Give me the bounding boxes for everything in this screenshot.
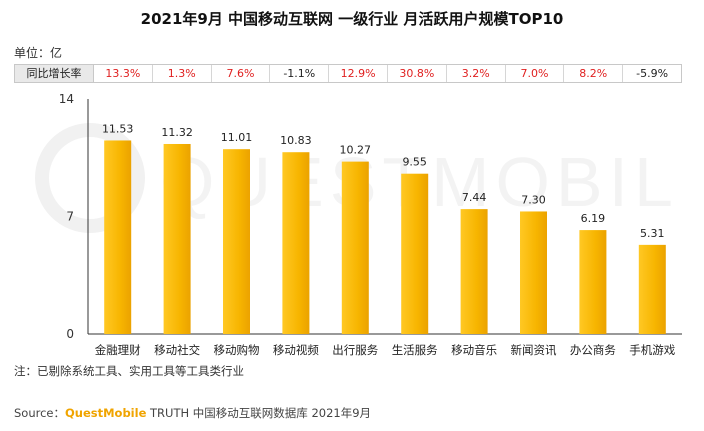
yoy-cell: 1.3%: [153, 65, 212, 82]
bar: [163, 143, 191, 334]
bar: [401, 173, 429, 334]
unit-label: 单位：亿: [14, 46, 63, 60]
x-tick-label: 手机游戏: [629, 343, 675, 357]
yoy-header: 同比增长率: [15, 65, 94, 82]
x-tick-label: 移动社交: [154, 343, 200, 357]
yoy-cell: 12.9%: [329, 65, 388, 82]
bar-value-label: 7.30: [521, 193, 546, 206]
yoy-cell: -1.1%: [270, 65, 330, 82]
bar: [104, 140, 132, 334]
bar-value-label: 11.01: [221, 131, 253, 144]
bar: [223, 149, 250, 334]
bar-value-label: 10.27: [340, 144, 372, 157]
yoy-growth-table: 同比增长率 13.3% 1.3% 7.6% -1.1% 12.9% 30.8% 3.2% 7.…: [14, 64, 682, 83]
yoy-cell: 13.3%: [94, 65, 153, 82]
source-brand: QuestMobile: [65, 406, 147, 420]
x-tick-label: 办公商务: [570, 343, 616, 357]
bar-value-label: 7.44: [462, 191, 487, 204]
bar-value-label: 9.55: [402, 156, 427, 169]
bar: [341, 161, 369, 334]
x-tick-label: 新闻资讯: [511, 343, 557, 357]
bar-value-label: 11.32: [161, 126, 193, 139]
yoy-cell: 7.6%: [212, 65, 271, 82]
y-tick-label: 7: [66, 210, 74, 224]
x-tick-label: 移动音乐: [451, 343, 497, 357]
bar-value-label: 10.83: [280, 134, 312, 147]
yoy-cell: 30.8%: [388, 65, 447, 82]
source-prefix: Source：: [14, 406, 65, 420]
yoy-cell: 7.0%: [506, 65, 565, 82]
yoy-cell: 3.2%: [447, 65, 506, 82]
source-line: Source：QuestMobile TRUTH 中国移动互联网数据库 2021…: [14, 405, 371, 421]
source-rest: TRUTH 中国移动互联网数据库 2021年9月: [146, 406, 372, 420]
bar-value-label: 6.19: [581, 212, 606, 225]
footnote: 注：已剔除系统工具、实用工具等工具类行业: [14, 364, 244, 378]
x-tick-label: 生活服务: [392, 343, 438, 357]
y-tick-label: 0: [66, 327, 74, 341]
bar: [579, 230, 607, 334]
bar-value-label: 5.31: [640, 227, 665, 240]
bar-value-label: 11.53: [102, 122, 134, 135]
y-tick-label: 14: [59, 92, 74, 106]
x-tick-label: 金融理财: [95, 343, 141, 357]
x-tick-label: 移动购物: [214, 343, 260, 357]
x-tick-label: 移动视频: [273, 343, 319, 357]
x-tick-label: 出行服务: [332, 343, 378, 357]
chart-title: 2021年9月 中国移动互联网 一级行业 月活跃用户规模TOP10: [140, 10, 564, 28]
bar: [638, 244, 666, 334]
bar: [520, 211, 547, 334]
yoy-cell: 8.2%: [564, 65, 624, 82]
yoy-cell: -5.9%: [636, 67, 669, 80]
bar: [282, 152, 310, 334]
bar: [460, 209, 488, 334]
